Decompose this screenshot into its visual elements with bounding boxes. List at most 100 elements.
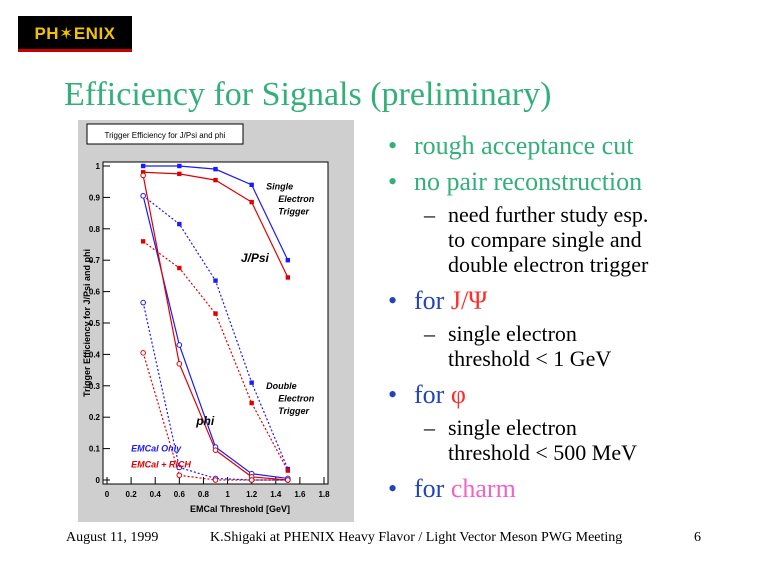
x-tick-label: 0.6	[174, 490, 186, 499]
data-point-square	[140, 170, 146, 175]
data-point-square	[213, 177, 218, 183]
chart-annotation: Single	[266, 182, 293, 192]
data-point-square	[249, 199, 254, 205]
data-point-circle	[140, 172, 146, 179]
chart-annotation: phi	[195, 414, 215, 428]
data-point-circle	[176, 361, 183, 367]
efficiency-chart: Trigger Efficiency for J/Psi and phi 0 0.…	[78, 120, 354, 522]
axes: 0 0.2 0.4 0.6 0.8 1 1.2 1.4 1.6 1.8 0 0.1 0.2 0.3 0.4 0…	[89, 162, 330, 499]
bullet-1-text: rough acceptance cut	[414, 131, 634, 160]
logo-text: PH✶ENIX	[34, 24, 116, 43]
bullet-dot: •	[388, 167, 398, 196]
chart-annotation: EMCal Only	[131, 444, 182, 454]
x-tick-label: 1.8	[318, 490, 330, 499]
data-point-square	[249, 182, 254, 188]
data-point-circle	[176, 472, 183, 479]
slide-title: Efficiency for Signals (preliminary)	[64, 76, 552, 113]
plot-frame	[102, 161, 329, 485]
sub-bullet-4-1: – single electron threshold < 500 MeV	[384, 415, 764, 465]
footer-date: August 11, 1999	[66, 530, 159, 545]
footer-page-number: 6	[694, 530, 701, 545]
bullet-dot: •	[388, 380, 398, 409]
y-tick-label: 0.4	[89, 350, 101, 359]
data-point-square	[177, 163, 182, 169]
chart-annotation: J/Psi	[241, 251, 270, 265]
chart-annotation: Trigger	[278, 406, 309, 416]
data-point-circle	[176, 342, 183, 348]
chart-annotation: Electron	[278, 194, 315, 204]
data-point-square	[140, 163, 146, 169]
x-tick-label: 1	[225, 490, 230, 499]
sub-bullet-dash: –	[424, 202, 435, 227]
data-point-circle	[285, 477, 291, 483]
x-tick-label: 1.2	[246, 490, 258, 499]
sub-bullet-dash: –	[424, 321, 435, 346]
sub-bullet-text: double electron trigger	[448, 252, 649, 277]
y-tick-label: 0.1	[89, 445, 101, 454]
chart-annotations: Single Electron Trigger J/Psi Double Electron…	[131, 182, 315, 470]
series-line-4	[142, 240, 289, 471]
bullet-2-text: no pair reconstruction	[414, 167, 643, 196]
sub-bullet-text: single electron	[448, 321, 577, 346]
data-point-circle	[248, 477, 255, 483]
y-tick-label: 0.9	[89, 193, 101, 202]
y-tick-label: 0.8	[89, 225, 101, 234]
footer-meeting: K.Shigaki at PHENIX Heavy Flavor / Light…	[210, 530, 623, 545]
sub-bullet-2-1: – need further study esp. to compare sin…	[384, 202, 764, 277]
x-tick-label: 0.2	[126, 490, 138, 499]
x-tick-label: 1.4	[270, 490, 282, 499]
bullet-5-prefix: for	[414, 474, 451, 503]
data-point-square	[249, 380, 254, 385]
data-point-square	[285, 468, 291, 473]
x-tick-label: 0.8	[198, 490, 210, 499]
chart-annotation: Double	[266, 381, 297, 391]
data-point-square	[177, 221, 182, 227]
series-line-7	[142, 302, 288, 481]
bullet-dot: •	[388, 474, 398, 503]
bullet-list: • rough acceptance cut • no pair reconst…	[384, 128, 764, 507]
bullet-dot: •	[388, 131, 398, 160]
sub-bullet-text: threshold < 1 GeV	[448, 346, 612, 371]
chart-annotation: Electron	[278, 394, 315, 404]
y-tick-label: 1	[96, 162, 101, 171]
x-axis-label: EMCal Threshold [GeV]	[190, 504, 290, 514]
bullet-3-prefix: for	[414, 286, 451, 315]
data-point-square	[177, 265, 182, 271]
data-point-circle	[176, 464, 183, 471]
y-tick-label: 0	[96, 476, 101, 485]
bullet-2: • no pair reconstruction	[384, 164, 764, 200]
data-point-circle	[140, 299, 146, 306]
bullet-dot: •	[388, 286, 398, 315]
chart-annotation: Trigger	[278, 207, 309, 217]
data-point-circle	[140, 193, 146, 199]
series-markers	[140, 163, 291, 483]
bullet-4: • for φ	[384, 377, 764, 413]
y-tick-label: 0.2	[89, 413, 101, 422]
data-point-circle	[212, 447, 219, 453]
bullet-4-prefix: for	[414, 380, 451, 409]
data-point-square	[213, 166, 218, 172]
x-tick-label: 0.4	[150, 490, 162, 499]
data-point-circle	[140, 350, 146, 356]
data-point-square	[249, 400, 254, 406]
x-tick-label: 0	[105, 490, 110, 499]
bullet-3-highlight: J/Ψ	[450, 286, 488, 315]
chart-title: Trigger Efficiency for J/Psi and phi	[105, 131, 226, 140]
sub-bullet-text: to compare single and	[448, 227, 642, 252]
sub-bullet-text: single electron	[448, 415, 577, 440]
data-point-square	[213, 278, 218, 283]
y-tick-label: 0.5	[89, 319, 101, 328]
sub-bullet-text: need further study esp.	[448, 202, 649, 227]
y-axis-label: Trigger Efficiency for J/Psi and phi	[82, 249, 92, 397]
data-point-square	[177, 171, 182, 177]
x-tick-label: 1.6	[294, 490, 306, 499]
phenix-logo: PH✶ENIX	[18, 16, 132, 52]
y-tick-label: 0.6	[89, 288, 101, 297]
bullet-4-highlight: φ	[450, 380, 466, 409]
data-point-circle	[212, 477, 219, 483]
data-point-square	[285, 258, 291, 263]
sub-bullet-dash: –	[424, 415, 435, 440]
data-point-square	[213, 311, 218, 316]
data-point-square	[140, 239, 146, 244]
sub-bullet-text: threshold < 500 MeV	[448, 440, 637, 465]
